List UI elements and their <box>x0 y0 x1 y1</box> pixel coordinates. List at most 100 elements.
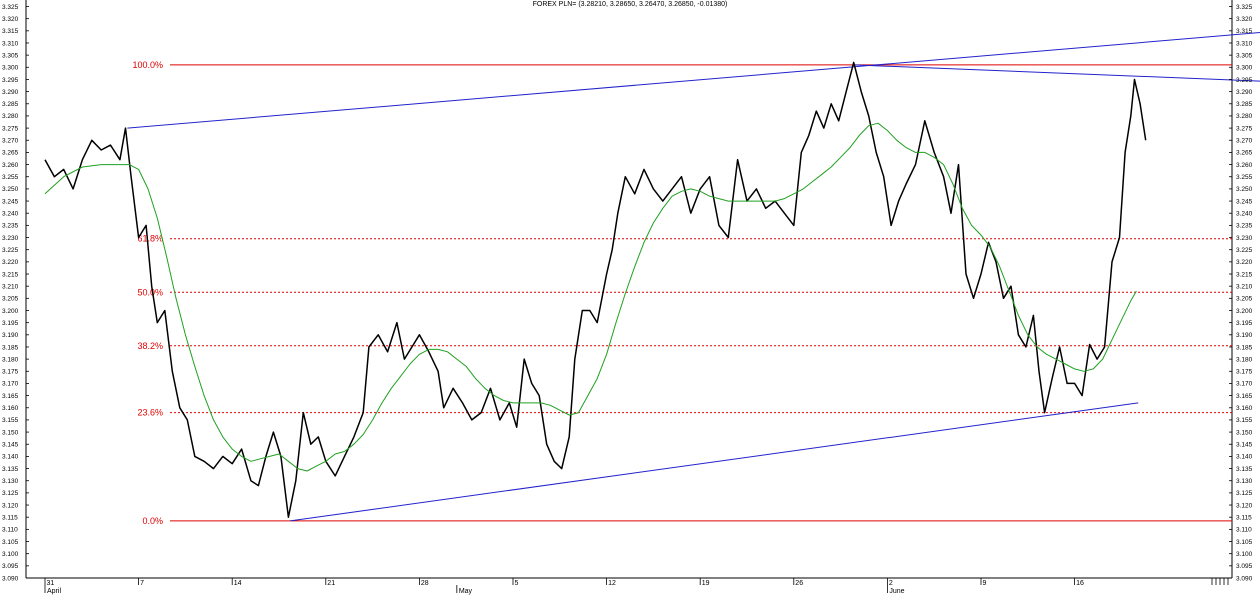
x-tick-month-label: June <box>889 588 904 595</box>
y-tick-label-left: 3.275 <box>2 125 19 132</box>
y-tick-label-right: 3.285 <box>1236 101 1253 108</box>
x-tick-day-label: 7 <box>140 580 144 587</box>
y-tick-label-left: 3.185 <box>2 344 19 351</box>
x-tick-month-label: May <box>459 588 473 595</box>
y-tick-label-left: 3.095 <box>2 563 19 570</box>
y-tick-label-right: 3.315 <box>1236 28 1253 35</box>
y-tick-label-right: 3.215 <box>1236 271 1253 278</box>
y-tick-label-left: 3.090 <box>2 575 19 582</box>
x-tick-day-label: 19 <box>702 580 710 587</box>
x-tick-day-label: 9 <box>983 580 987 587</box>
x-tick-day-label: 28 <box>421 580 429 587</box>
x-tick-day-label: 31 <box>47 580 55 587</box>
x-tick-day-label: 21 <box>327 580 335 587</box>
y-tick-label-left: 3.150 <box>2 429 19 436</box>
y-tick-label-left: 3.225 <box>2 247 19 254</box>
y-tick-label-right: 3.110 <box>1236 527 1252 534</box>
y-tick-label-left: 3.135 <box>2 466 19 473</box>
y-tick-label-left: 3.195 <box>2 320 19 327</box>
y-tick-label-right: 3.260 <box>1236 162 1253 169</box>
y-tick-label-right: 3.280 <box>1236 113 1253 120</box>
y-tick-label-left: 3.220 <box>2 259 19 266</box>
y-tick-label-right: 3.130 <box>1236 478 1253 485</box>
x-tick-day-label: 14 <box>234 580 242 587</box>
y-tick-label-left: 3.255 <box>2 174 19 181</box>
fib-level-label: 23.6% <box>137 408 163 418</box>
y-tick-label-right: 3.325 <box>1236 4 1253 11</box>
fib-level-label: 100.0% <box>132 60 163 70</box>
y-tick-label-left: 3.205 <box>2 296 19 303</box>
y-tick-label-right: 3.310 <box>1236 40 1253 47</box>
y-tick-label-left: 3.190 <box>2 332 19 339</box>
y-tick-label-left: 3.100 <box>2 551 19 558</box>
y-tick-label-right: 3.150 <box>1236 429 1253 436</box>
y-tick-label-right: 3.125 <box>1236 490 1253 497</box>
y-tick-label-right: 3.160 <box>1236 405 1253 412</box>
trendline <box>853 64 1260 82</box>
fib-level-label: 38.2% <box>137 341 163 351</box>
y-tick-label-left: 3.170 <box>2 381 19 388</box>
y-tick-label-right: 3.100 <box>1236 551 1253 558</box>
y-tick-label-left: 3.125 <box>2 490 19 497</box>
fibonacci-levels: 100.0% 61.8% 50.0% 38.2% 23.6% 0.0% <box>132 60 1232 526</box>
y-tick-label-right: 3.105 <box>1236 539 1253 546</box>
y-tick-label-right: 3.270 <box>1236 138 1253 145</box>
y-tick-label-right: 3.190 <box>1236 332 1253 339</box>
y-tick-label-right: 3.170 <box>1236 381 1253 388</box>
y-tick-label-right: 3.290 <box>1236 89 1253 96</box>
y-tick-label-right: 3.145 <box>1236 442 1253 449</box>
y-tick-label-right: 3.200 <box>1236 308 1253 315</box>
fib-level-label: 50.0% <box>137 287 163 297</box>
x-tick-day-label: 16 <box>1076 580 1084 587</box>
y-tick-label-right: 3.300 <box>1236 65 1253 72</box>
y-tick-label-right: 3.230 <box>1236 235 1253 242</box>
chart-title: FOREX PLN= (3.28210, 3.28650, 3.26470, 3… <box>533 1 728 8</box>
y-tick-label-right: 3.245 <box>1236 198 1253 205</box>
y-tick-label-right: 3.265 <box>1236 150 1253 157</box>
y-tick-label-left: 3.310 <box>2 40 19 47</box>
y-tick-label-right: 3.220 <box>1236 259 1253 266</box>
y-tick-label-left: 3.115 <box>2 515 18 522</box>
y-tick-label-right: 3.275 <box>1236 125 1253 132</box>
y-tick-label-left: 3.280 <box>2 113 19 120</box>
y-tick-label-right: 3.210 <box>1236 283 1253 290</box>
y-tick-label-left: 3.200 <box>2 308 19 315</box>
y-tick-label-left: 3.120 <box>2 502 19 509</box>
y-tick-label-left: 3.250 <box>2 186 19 193</box>
y-tick-label-left: 3.130 <box>2 478 19 485</box>
y-tick-label-right: 3.225 <box>1236 247 1253 254</box>
y-tick-label-left: 3.265 <box>2 150 19 157</box>
fib-level-label: 0.0% <box>142 516 163 526</box>
y-tick-label-right: 3.255 <box>1236 174 1253 181</box>
y-tick-label-right: 3.115 <box>1236 515 1252 522</box>
x-tick-day-label: 12 <box>608 580 616 587</box>
y-tick-label-right: 3.320 <box>1236 16 1253 23</box>
y-tick-label-left: 3.270 <box>2 138 19 145</box>
x-tick-month-label: April <box>47 588 61 595</box>
y-tick-label-left: 3.300 <box>2 65 19 72</box>
y-tick-label-left: 3.235 <box>2 223 19 230</box>
y-tick-label-left: 3.140 <box>2 454 19 461</box>
trendlines <box>127 32 1260 522</box>
y-tick-label-left: 3.105 <box>2 539 19 546</box>
y-tick-label-left: 3.295 <box>2 77 19 84</box>
y-tick-label-left: 3.155 <box>2 417 19 424</box>
x-tick-day-label: 2 <box>889 580 893 587</box>
y-tick-label-right: 3.235 <box>1236 223 1253 230</box>
y-tick-label-right: 3.185 <box>1236 344 1253 351</box>
y-tick-label-left: 3.325 <box>2 4 19 11</box>
y-tick-label-left: 3.260 <box>2 162 19 169</box>
y-tick-label-left: 3.210 <box>2 283 19 290</box>
moving-average-line <box>44 122 1137 472</box>
y-tick-label-left: 3.165 <box>2 393 19 400</box>
y-tick-label-left: 3.110 <box>2 527 18 534</box>
fib-level-label: 61.8% <box>137 234 163 244</box>
y-tick-label-left: 3.160 <box>2 405 19 412</box>
y-tick-label-right: 3.205 <box>1236 296 1253 303</box>
y-tick-label-left: 3.320 <box>2 16 19 23</box>
y-tick-label-left: 3.180 <box>2 356 19 363</box>
y-tick-label-right: 3.140 <box>1236 454 1253 461</box>
y-tick-label-right: 3.095 <box>1236 563 1253 570</box>
